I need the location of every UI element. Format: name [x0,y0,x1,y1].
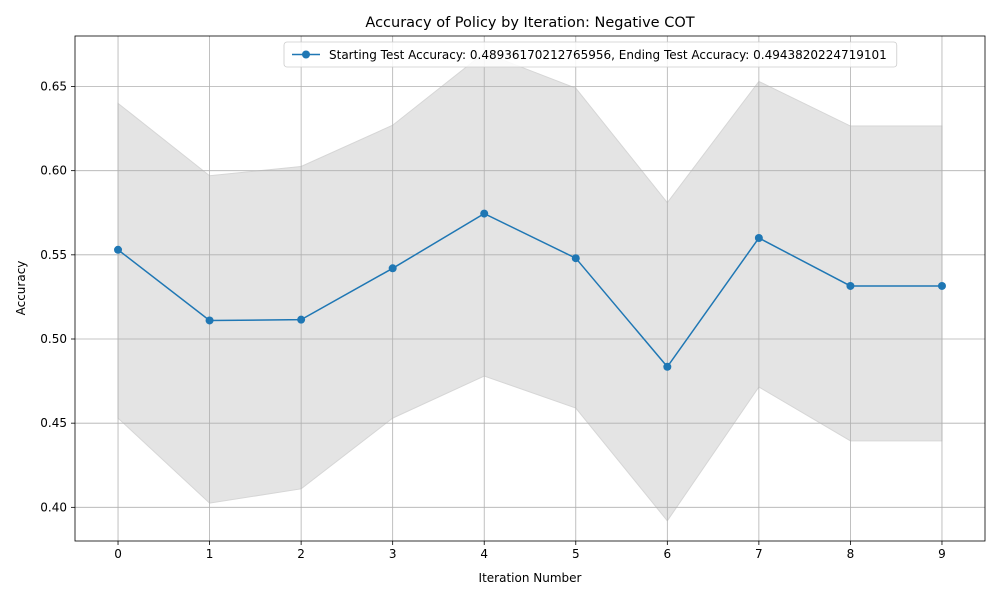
confidence-band [117,52,943,522]
y-axis-label: Accuracy [14,261,28,316]
legend-series-label: Starting Test Accuracy: 0.48936170212765… [329,48,887,62]
data-point [388,264,397,273]
data-point [663,362,672,371]
y-tick-label: 0.45 [40,416,67,430]
x-tick-label: 1 [206,547,214,561]
data-point [937,281,946,290]
x-tick-label: 4 [480,547,488,561]
y-tick-label: 0.50 [40,332,67,346]
y-tick-label: 0.65 [40,80,67,94]
chart-title: Accuracy of Policy by Iteration: Negativ… [365,15,694,31]
x-tick-label: 8 [847,547,855,561]
x-axis-ticks: 0 1 2 3 4 5 6 7 8 9 [114,541,946,561]
data-point [114,245,123,254]
grid-layer [75,36,985,541]
data-point [846,281,855,290]
legend: Starting Test Accuracy: 0.48936170212765… [283,41,898,68]
data-point [571,254,580,263]
data-point [297,315,306,324]
x-tick-label: 7 [755,547,763,561]
y-tick-label: 0.40 [40,500,67,514]
x-tick-label: 9 [938,547,946,561]
x-tick-label: 2 [297,547,305,561]
y-tick-label: 0.55 [40,248,67,262]
legend-marker-sample [302,50,310,59]
legend-box [283,41,898,68]
x-tick-label: 0 [114,547,122,561]
y-axis-ticks: 0.40 0.45 0.50 0.55 0.60 0.65 [40,80,75,514]
confidence-band-layer [117,52,943,522]
plot-frame [74,35,986,542]
y-tick-label: 0.60 [40,164,67,178]
data-point [754,234,763,242]
data-point [480,209,489,218]
series-line [117,212,942,368]
x-tick-label: 5 [572,547,580,561]
data-point [205,316,214,325]
x-axis-label: Iteration Number [479,571,582,585]
series-layer [114,209,946,371]
x-tick-label: 6 [664,547,672,561]
x-tick-label: 3 [389,547,397,561]
